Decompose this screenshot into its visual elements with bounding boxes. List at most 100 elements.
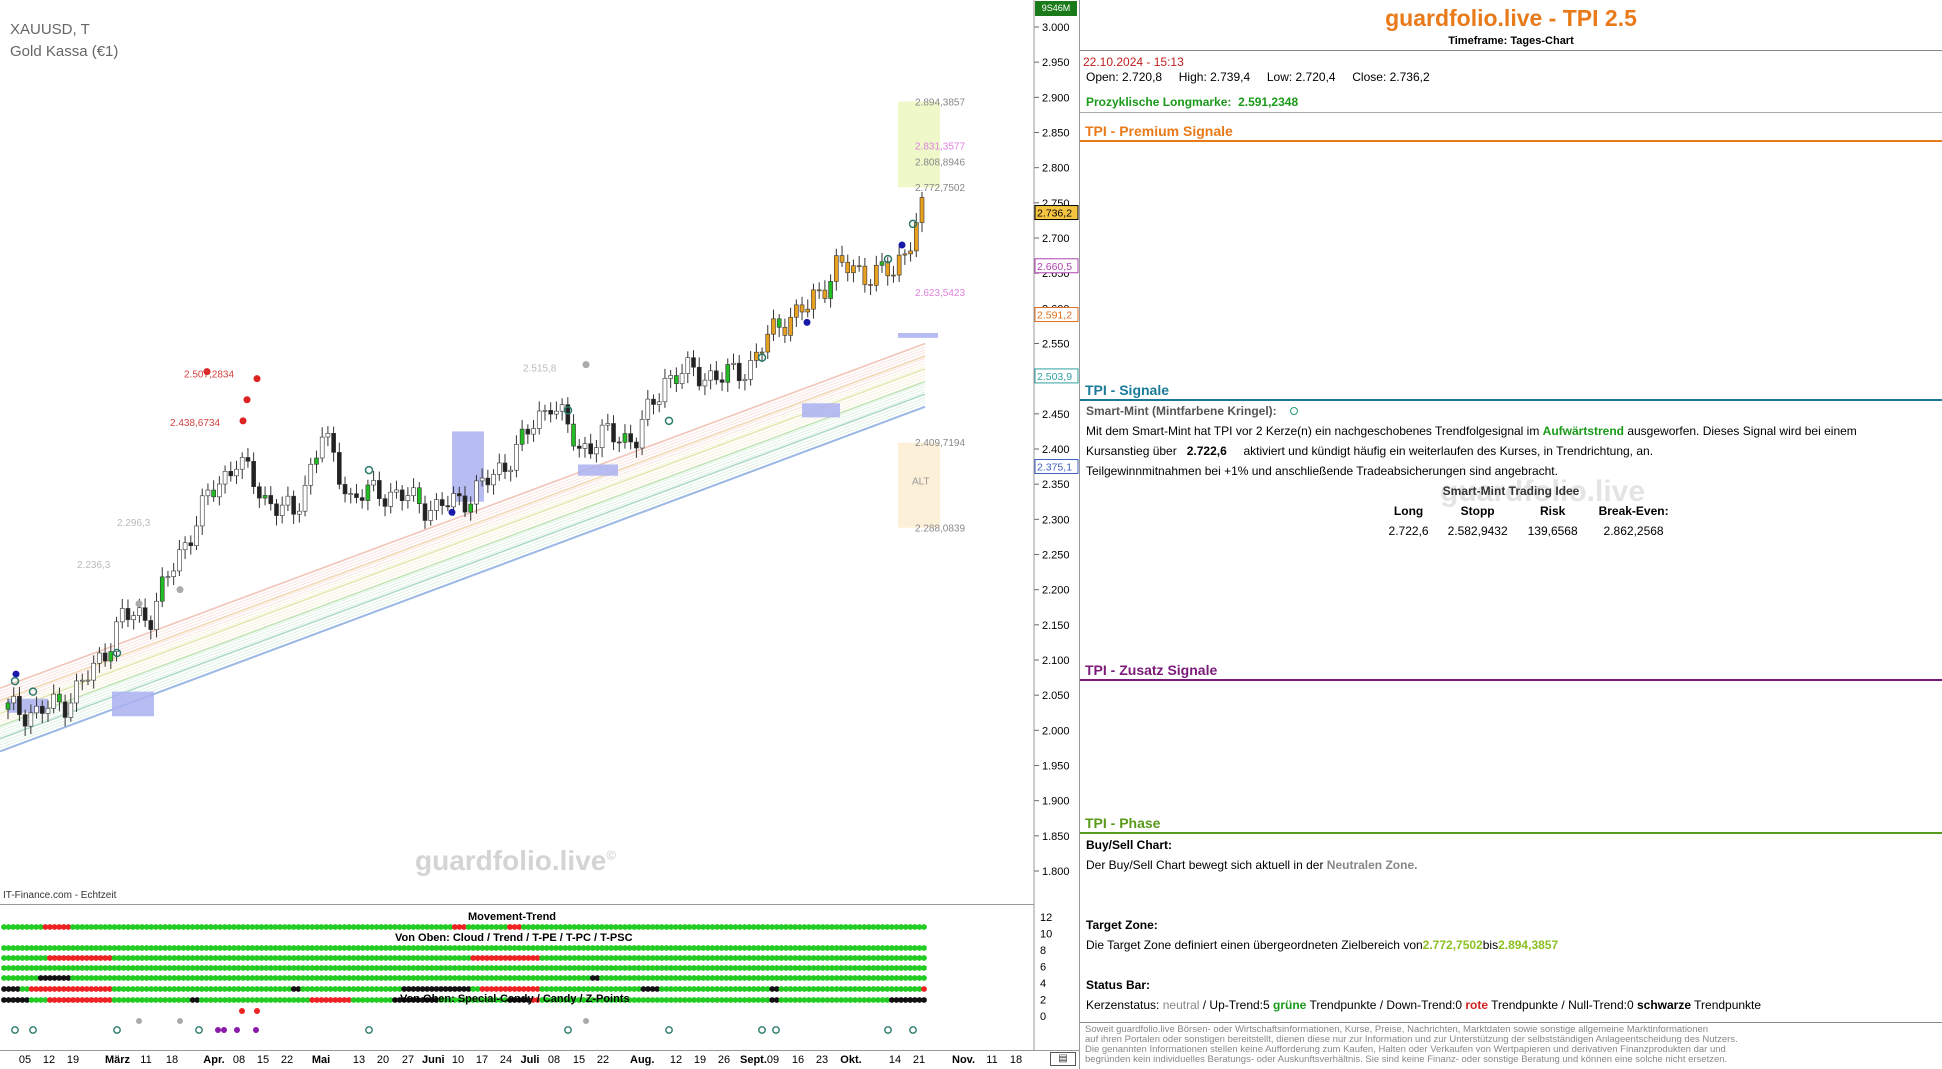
- indicator-dot: [815, 945, 822, 951]
- candle-body: [382, 498, 388, 507]
- indicator-dot: [47, 945, 53, 951]
- indicator-dot: [42, 997, 49, 1003]
- signal-dot: [898, 241, 906, 249]
- indicator-dot: [888, 997, 895, 1003]
- candle-body: [348, 493, 354, 495]
- indicator-dot: [658, 955, 665, 961]
- indicator-dot: [888, 986, 895, 992]
- indicator-dot: [787, 997, 794, 1003]
- indicator-dot: [649, 975, 656, 981]
- indicator-dot: [47, 975, 53, 981]
- indicator-dot: [148, 955, 155, 961]
- ma-ribbon-fill: [0, 346, 926, 693]
- indicator-dot: [911, 924, 918, 930]
- x-axis-label: 18: [1009, 1054, 1023, 1066]
- indicator-dot: [286, 975, 293, 981]
- indicator-dot: [879, 986, 886, 992]
- phase-title: TPI - Phase: [1085, 815, 1161, 831]
- indicator-dot: [608, 975, 615, 981]
- indicator-dot: [461, 924, 467, 930]
- candle-body: [211, 489, 216, 498]
- candle-body: [319, 436, 325, 459]
- indicator-dot: [336, 997, 343, 1003]
- indicator-dot: [281, 997, 288, 1003]
- indicator-dot: [534, 997, 541, 1003]
- indicator-dot: [589, 986, 596, 992]
- premium-divider: [1080, 140, 1942, 142]
- indicator-dot: [580, 997, 587, 1003]
- indicator-dot: [120, 945, 127, 951]
- indicator-dot: [727, 924, 734, 930]
- indicator-dot: [875, 955, 881, 961]
- indicator-dot: [442, 945, 449, 951]
- candle-body: [434, 499, 439, 511]
- indicator-dot: [152, 965, 159, 971]
- indicator-dot: [879, 945, 886, 951]
- indicator-dot: [741, 945, 748, 951]
- indicator-dot: [589, 997, 596, 1003]
- indicator-dot: [916, 924, 923, 930]
- indicator-dot: [842, 975, 849, 981]
- indicator-dot: [842, 965, 849, 971]
- candle-body: [142, 607, 148, 621]
- indicator-dot: [185, 945, 191, 951]
- indicator-dot: [714, 975, 720, 981]
- indicator-dot: [134, 986, 141, 992]
- indicator-dot: [645, 945, 651, 951]
- indicator-dot: [350, 986, 357, 992]
- indicator-dot: [612, 945, 619, 951]
- indicator-dot: [309, 986, 316, 992]
- indicator-dot: [433, 986, 440, 992]
- indicator-dot: [451, 986, 458, 992]
- indicator-dot: [815, 986, 822, 992]
- indicator-dot: [589, 975, 596, 981]
- indicator-dot: [295, 997, 302, 1003]
- indicator-dot: [10, 975, 17, 981]
- indicator-dot: [162, 924, 168, 930]
- indicator-dot: [157, 945, 164, 951]
- indicator-dot: [576, 955, 582, 961]
- indicator-dot: [465, 965, 472, 971]
- indicator-dot: [884, 975, 891, 981]
- signal-dot: [203, 368, 211, 376]
- ma-ribbon-line: [0, 368, 926, 715]
- indicator-dot: [19, 975, 26, 981]
- indicator-dot: [442, 965, 449, 971]
- indicator-dot: [180, 965, 187, 971]
- indicator-dot: [461, 965, 467, 971]
- price-tag-box: [1034, 205, 1079, 221]
- indicator-dot: [865, 975, 872, 981]
- indicator-dot: [488, 975, 495, 981]
- chart-settings-icon[interactable]: ▤: [1050, 1052, 1076, 1066]
- indicator-dot: [249, 945, 256, 951]
- signals-title: TPI - Signale: [1085, 382, 1170, 398]
- x-axis-label: 15: [256, 1054, 270, 1066]
- candle-body: [228, 470, 234, 477]
- indicator-dot: [254, 955, 260, 961]
- indicator-dot: [51, 955, 58, 961]
- indicator-dot: [622, 924, 628, 930]
- indicator-dot: [884, 945, 891, 951]
- chart-area[interactable]: XAUUSD, T Gold Kassa (€1) 3.000 2.950 2.90…: [0, 0, 1080, 1069]
- ohlc-row: Open: 2.720,8 High: 2.739,4 Low: 2.720,4…: [1086, 70, 1430, 84]
- candle-body: [39, 705, 45, 714]
- indicator-dot: [884, 986, 891, 992]
- indicator-dot: [318, 997, 325, 1003]
- chart-annotation: 2.296,3: [117, 518, 151, 529]
- indicator-dot: [645, 955, 651, 961]
- indicator-dot: [364, 975, 371, 981]
- indicator-dot: [635, 945, 642, 951]
- indicator-dot: [631, 997, 638, 1003]
- indicator-dot: [47, 986, 53, 992]
- price-chart[interactable]: 3.0002.9502.9002.8502.8002.7502.7002.650…: [0, 0, 1080, 905]
- indicator-dot: [162, 975, 168, 981]
- indicator-dot: [497, 997, 504, 1003]
- indicator-dot: [520, 924, 527, 930]
- indicator-dot: [244, 975, 251, 981]
- indicator-dot: [488, 955, 495, 961]
- indicator-dot: [309, 924, 316, 930]
- time-axis[interactable]: 05 12 19 März 11 18 Apr. 08 15 22 Mai 13 20 27 Juni 10 1…: [0, 1050, 1080, 1069]
- candy-dot: [234, 1027, 240, 1033]
- indicator-dot: [562, 924, 569, 930]
